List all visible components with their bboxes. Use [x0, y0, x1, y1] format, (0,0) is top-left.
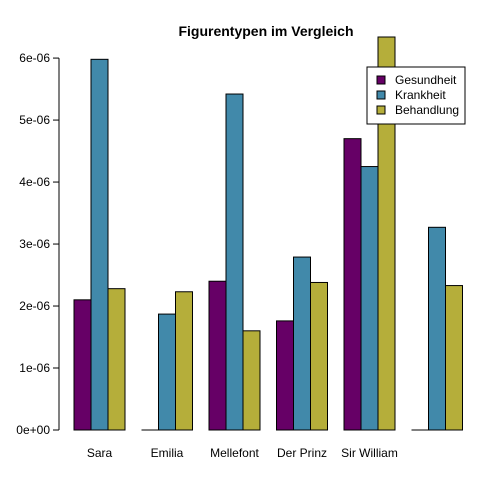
chart-title: Figurentypen im Vergleich — [178, 23, 353, 39]
legend-swatch — [376, 105, 386, 115]
y-tick-label: 0e+00 — [16, 423, 50, 437]
bar-behandlung — [445, 285, 463, 431]
x-tick-label: Emilia — [151, 446, 184, 460]
bar-gesundheit — [208, 280, 227, 431]
bar-behandlung — [175, 291, 193, 431]
legend-label: Krankheit — [395, 88, 446, 102]
y-tick-label: 4e-06 — [19, 175, 50, 189]
legend-swatch — [376, 90, 386, 100]
bar-krankheit — [428, 226, 446, 431]
bar-gesundheit — [73, 299, 92, 431]
y-tick-label: 1e-06 — [19, 361, 50, 375]
y-tick-label: 3e-06 — [19, 237, 50, 251]
x-tick-label: Mellefont — [210, 446, 259, 460]
y-tick-label: 2e-06 — [19, 299, 50, 313]
bar-behandlung — [310, 281, 328, 431]
y-tick-label: 5e-06 — [19, 113, 50, 127]
legend-label: Gesundheit — [395, 73, 457, 87]
x-tick-label: Sir William — [341, 446, 398, 460]
y-tick-label: 6e-06 — [19, 51, 50, 65]
y-axis: 0e+00 1e-06 2e-06 3e-06 4e-06 5e-06 6e-06 — [16, 51, 60, 437]
legend-label: Behandlung — [395, 103, 459, 117]
bar-behandlung — [377, 36, 396, 431]
bar-krankheit — [90, 58, 109, 431]
bars-group — [73, 36, 463, 431]
legend-swatch — [376, 75, 386, 85]
x-axis-labels: Sara Emilia Mellefont Der Prinz Sir William — [87, 446, 398, 460]
x-tick-label: Der Prinz — [277, 446, 327, 460]
bar-behandlung — [242, 330, 261, 431]
bar-krankheit — [293, 256, 311, 431]
bar-krankheit — [225, 93, 244, 431]
x-tick-label: Sara — [87, 446, 113, 460]
bar-gesundheit — [276, 320, 294, 431]
bar-krankheit — [158, 313, 176, 431]
bar-gesundheit — [343, 138, 362, 431]
bar-behandlung — [107, 288, 126, 431]
bar-krankheit — [360, 166, 379, 431]
